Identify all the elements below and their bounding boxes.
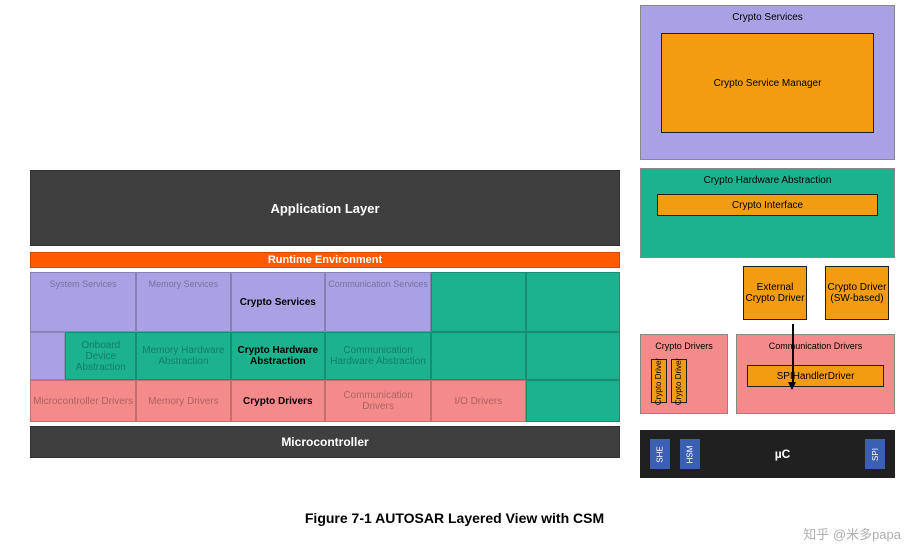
spi-chip: SPI <box>865 439 885 469</box>
crypto-interface: Crypto Interface <box>657 194 878 216</box>
right-detail-panels: Crypto Services Crypto Service Manager C… <box>640 5 895 478</box>
memory-drivers: Memory Drivers <box>136 380 230 422</box>
onboard-device-abstraction: Onboard Device Abstraction <box>65 332 136 380</box>
crypto-services-title: Crypto Services <box>651 12 884 23</box>
external-crypto-driver: External Crypto Driver <box>743 266 807 320</box>
complex-drivers: Complex Drivers <box>526 272 620 332</box>
complex-drivers-ext2 <box>526 380 620 422</box>
system-services-extended <box>30 332 65 380</box>
drivers-comm-row: Crypto Drivers Crypto Driver Crypto Driv… <box>640 334 895 422</box>
crypto-services: Crypto Services <box>231 272 325 332</box>
crypto-driver-sw: Crypto Driver (SW-based) <box>825 266 889 320</box>
uc-label: µC <box>710 447 855 461</box>
communication-drivers-panel: Communication Drivers SPIHandlerDriver <box>736 334 895 414</box>
memory-hw-abstraction: Memory Hardware Abstraction <box>136 332 230 380</box>
runtime-environment: Runtime Environment <box>30 252 620 268</box>
arrow-ext-to-spi-line <box>792 324 794 384</box>
complex-drivers-ext <box>526 332 620 380</box>
system-services: System Services <box>30 272 136 332</box>
crypto-driver-1: Crypto Driver <box>651 359 667 403</box>
microcontroller-panel: SHE HSM µC SPI <box>640 430 895 478</box>
services-row: System Services Memory Services Crypto S… <box>30 272 620 332</box>
hw-abstraction-row: Onboard Device Abstraction Memory Hardwa… <box>30 332 620 380</box>
crypto-services-panel: Crypto Services Crypto Service Manager <box>640 5 895 160</box>
application-layer: Application Layer <box>30 170 620 246</box>
crypto-drivers-panel: Crypto Drivers Crypto Driver Crypto Driv… <box>640 334 728 414</box>
crypto-service-manager: Crypto Service Manager <box>661 33 874 133</box>
crypto-hw-abstraction: Crypto Hardware Abstraction <box>231 332 325 380</box>
figure-caption: Figure 7-1 AUTOSAR Layered View with CSM <box>0 510 909 526</box>
comm-drivers-title: Communication Drivers <box>747 341 884 351</box>
crypto-drivers-title: Crypto Drivers <box>651 341 717 351</box>
autosar-layered-diagram: Application Layer Runtime Environment Sy… <box>30 170 620 458</box>
comm-hw-abstraction: Communication Hardware Abstraction <box>325 332 431 380</box>
memory-services: Memory Services <box>136 272 230 332</box>
she-chip: SHE <box>650 439 670 469</box>
spi-handler-driver: SPIHandlerDriver <box>747 365 884 387</box>
crypto-driver-2: Crypto Driver <box>671 359 687 403</box>
watermark: 知乎 @米多papa <box>803 524 901 543</box>
communication-services: Communication Services <box>325 272 431 332</box>
microcontroller: Microcontroller <box>30 426 620 458</box>
crypto-hw-abstraction-panel: Crypto Hardware Abstraction Crypto Inter… <box>640 168 895 258</box>
io-drivers: I/O Drivers <box>431 380 525 422</box>
hsm-chip: HSM <box>680 439 700 469</box>
io-hw-abstraction-ext <box>431 332 525 380</box>
external-drivers-row: External Crypto Driver Crypto Driver (SW… <box>640 266 895 328</box>
drivers-row: Microcontroller Drivers Memory Drivers C… <box>30 380 620 422</box>
communication-drivers: Communication Drivers <box>325 380 431 422</box>
arrow-ext-to-spi-head <box>788 382 796 390</box>
cha-title: Crypto Hardware Abstraction <box>651 175 884 186</box>
microcontroller-drivers: Microcontroller Drivers <box>30 380 136 422</box>
crypto-drivers: Crypto Drivers <box>231 380 325 422</box>
io-hw-abstraction: I/O Hardware Abstraction <box>431 272 525 332</box>
